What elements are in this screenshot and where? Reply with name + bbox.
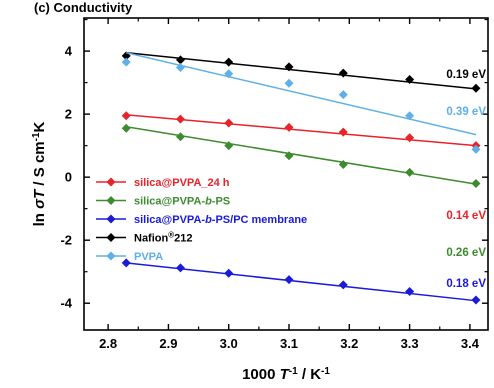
x-tick-label: 2.8 xyxy=(99,336,117,351)
activation-energy-label: 0.18 eV xyxy=(446,278,486,290)
panel-label: (c) Conductivity xyxy=(34,0,133,15)
series-1 xyxy=(121,123,481,188)
data-point xyxy=(106,196,116,205)
x-tick-label: 3.1 xyxy=(280,336,298,351)
data-point xyxy=(405,167,415,177)
data-point xyxy=(175,62,185,72)
series-2 xyxy=(121,258,481,305)
x-tick-label: 3.3 xyxy=(401,336,419,351)
data-point xyxy=(175,132,185,142)
series-0 xyxy=(121,111,481,151)
activation-energy-label: 0.14 eV xyxy=(446,210,486,222)
y-tick-label: 4 xyxy=(65,44,73,59)
x-tick-label: 2.9 xyxy=(159,336,177,351)
data-point xyxy=(405,133,415,143)
legend-item: silica@PVPA-b-PS/PC membrane xyxy=(96,214,307,226)
data-point xyxy=(405,74,415,84)
activation-energy-labels: 0.14 eV 0.26 eV 0.18 eV 0.19 eV 0.39 eV xyxy=(446,69,486,290)
data-point xyxy=(224,268,234,278)
fit-line xyxy=(126,114,477,147)
data-point xyxy=(224,57,234,67)
data-point xyxy=(471,83,481,93)
x-axis-title: 1000 T-1 / K-1 xyxy=(242,366,330,384)
chart-axes: 2.8 2.9 3.0 3.1 3.2 3.3 3.4 -4 -2 0 2 4 xyxy=(60,17,489,351)
y-tick-label: -4 xyxy=(60,296,72,311)
legend-item: PVPA xyxy=(96,251,163,263)
data-point xyxy=(224,118,234,128)
y-tick-label: 2 xyxy=(65,107,72,122)
legend-label: Nafion®212 xyxy=(134,230,193,245)
data-point xyxy=(338,160,348,170)
data-point xyxy=(224,141,234,151)
axis-labels: 1000 T-1 / K-1 ln σT / S cm-1K xyxy=(31,121,331,383)
data-point xyxy=(175,55,185,65)
data-point xyxy=(338,68,348,78)
x-tick-label: 3.0 xyxy=(220,336,238,351)
legend-label: silica@PVPA_24 h xyxy=(134,177,230,189)
data-point xyxy=(284,78,294,88)
legend-label: PVPA xyxy=(134,251,163,263)
fit-line xyxy=(126,51,477,136)
data-point xyxy=(284,62,294,72)
data-point xyxy=(471,178,481,188)
data-point xyxy=(121,258,131,268)
data-point xyxy=(106,251,116,261)
data-point xyxy=(405,111,415,121)
legend-item: silica@PVPA_24 h xyxy=(96,177,230,189)
data-point xyxy=(121,57,131,67)
data-point xyxy=(106,214,116,224)
x-tick-label: 3.4 xyxy=(461,336,480,351)
legend-label: silica@PVPA-b-PS xyxy=(134,196,230,208)
data-point xyxy=(284,275,294,285)
data-point xyxy=(471,144,481,154)
data-point xyxy=(175,263,185,273)
fit-line xyxy=(126,262,477,302)
y-tick-label: -2 xyxy=(60,233,72,248)
data-point xyxy=(175,114,185,124)
data-point xyxy=(284,122,294,132)
data-point xyxy=(338,90,348,100)
series-4 xyxy=(121,51,481,154)
legend-label: silica@PVPA-b-PS/PC membrane xyxy=(134,214,307,226)
data-point xyxy=(338,280,348,290)
legend-item: silica@PVPA-b-PS xyxy=(96,196,230,208)
data-point xyxy=(224,69,234,79)
data-point xyxy=(121,123,131,133)
chart-legend: silica@PVPA_24 h silica@PVPA-b-PS silica@P… xyxy=(96,177,307,263)
y-axis-title: ln σT / S cm-1K xyxy=(31,121,49,226)
data-point xyxy=(106,177,116,187)
data-point xyxy=(405,287,415,297)
activation-energy-label: 0.39 eV xyxy=(446,106,486,118)
x-tick-label: 3.2 xyxy=(340,336,358,351)
data-point xyxy=(338,127,348,137)
activation-energy-label: 0.26 eV xyxy=(446,247,486,259)
fit-line xyxy=(126,51,477,90)
data-point xyxy=(471,295,481,305)
series-3 xyxy=(121,51,481,93)
data-point xyxy=(121,111,131,121)
legend-item: Nafion®212 xyxy=(96,230,193,245)
activation-energy-label: 0.19 eV xyxy=(446,69,486,81)
y-tick-label: 0 xyxy=(65,170,72,185)
fit-line xyxy=(126,125,477,185)
data-point xyxy=(284,151,294,161)
data-point xyxy=(106,233,116,242)
chart-marks xyxy=(121,51,481,305)
plot-frame xyxy=(83,17,489,331)
